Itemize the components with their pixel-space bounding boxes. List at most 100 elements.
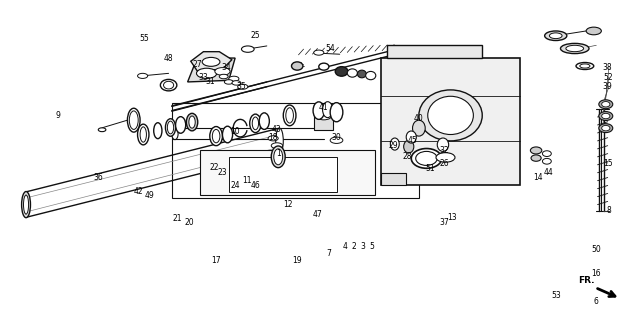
Ellipse shape [168,121,173,134]
Ellipse shape [549,33,562,39]
Ellipse shape [283,105,296,126]
Text: 26: 26 [439,159,449,168]
Text: 51: 51 [425,164,435,173]
Ellipse shape [438,138,449,151]
Text: 4: 4 [342,242,347,251]
Ellipse shape [411,148,442,168]
Ellipse shape [268,136,278,141]
Text: 19: 19 [292,256,302,265]
Text: 52: 52 [603,73,613,82]
Polygon shape [387,45,482,58]
Ellipse shape [561,44,589,53]
Ellipse shape [599,100,613,109]
Text: 27: 27 [192,60,202,69]
Ellipse shape [229,76,239,81]
Text: 17: 17 [211,256,221,265]
Ellipse shape [222,126,232,143]
Text: 2: 2 [352,242,357,251]
Ellipse shape [406,131,417,143]
Text: 37: 37 [439,218,449,227]
Ellipse shape [219,74,228,79]
Ellipse shape [172,128,178,140]
Ellipse shape [335,67,348,76]
Ellipse shape [286,108,293,123]
Text: 45: 45 [408,136,417,145]
Text: 5: 5 [370,242,375,251]
Ellipse shape [130,111,138,129]
Ellipse shape [215,68,230,75]
Ellipse shape [323,102,333,118]
Ellipse shape [586,27,601,35]
Text: 22: 22 [210,164,219,172]
Text: 24: 24 [231,181,240,190]
Ellipse shape [599,112,613,121]
Ellipse shape [210,126,222,146]
Ellipse shape [212,129,220,143]
Text: 42: 42 [134,188,144,196]
Text: 41: 41 [319,103,329,112]
Polygon shape [190,52,232,71]
Text: 29: 29 [389,141,398,150]
Ellipse shape [413,120,425,136]
Ellipse shape [580,64,590,68]
Ellipse shape [347,69,358,77]
Text: 1: 1 [276,149,281,158]
Text: 39: 39 [603,82,613,91]
Ellipse shape [530,147,542,154]
Text: 23: 23 [217,168,227,177]
Text: 31: 31 [205,77,215,86]
Ellipse shape [259,113,269,129]
Text: 16: 16 [591,268,601,278]
Text: 20: 20 [185,218,194,227]
Text: FR.: FR. [578,276,595,285]
Text: 10: 10 [231,127,240,136]
Text: 53: 53 [551,291,561,300]
Text: 25: 25 [251,31,260,40]
Ellipse shape [271,143,283,148]
Text: 11: 11 [242,176,251,185]
Ellipse shape [166,119,175,136]
Ellipse shape [330,103,343,122]
Ellipse shape [319,63,329,70]
Ellipse shape [316,112,331,120]
Text: 30: 30 [331,133,342,142]
Text: 40: 40 [414,114,424,123]
Ellipse shape [224,80,233,84]
Ellipse shape [202,57,220,66]
Polygon shape [200,150,375,195]
Ellipse shape [404,140,414,153]
Text: 33: 33 [199,73,208,82]
Ellipse shape [545,31,567,41]
Ellipse shape [237,84,248,89]
Ellipse shape [566,45,584,52]
Ellipse shape [138,73,148,78]
Text: 12: 12 [284,200,293,209]
Ellipse shape [330,137,343,143]
Text: 28: 28 [403,152,412,161]
Ellipse shape [241,46,254,52]
Ellipse shape [250,114,261,132]
Text: 35: 35 [237,82,246,91]
Ellipse shape [314,50,324,55]
Ellipse shape [161,79,177,91]
Ellipse shape [576,62,594,69]
Ellipse shape [232,81,241,85]
Text: 9: 9 [55,111,60,120]
Text: 8: 8 [606,206,612,215]
Text: 13: 13 [447,213,457,222]
Text: 32: 32 [439,146,449,155]
Text: 43: 43 [272,125,282,134]
Ellipse shape [128,108,140,132]
Ellipse shape [602,101,610,107]
Ellipse shape [436,153,455,162]
Polygon shape [172,103,419,198]
Polygon shape [314,112,333,130]
Ellipse shape [164,81,173,89]
Ellipse shape [189,116,195,128]
Text: 48: 48 [163,53,173,62]
Ellipse shape [419,90,482,141]
Ellipse shape [531,155,541,161]
Text: 36: 36 [93,173,103,182]
Ellipse shape [542,151,551,156]
Text: 55: 55 [140,35,149,44]
